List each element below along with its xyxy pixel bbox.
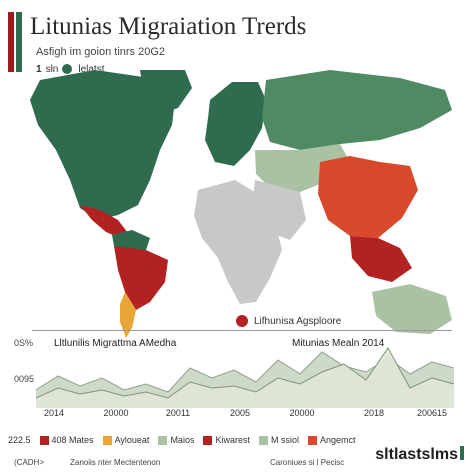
region-south-america-south — [120, 292, 136, 338]
legend-swatch-icon — [158, 435, 168, 445]
legend-prefix: 222.5 — [8, 435, 31, 445]
flag-stripe-green — [16, 12, 22, 72]
legend-swatch-icon — [307, 435, 317, 445]
region-greenland — [140, 70, 192, 114]
region-africa — [194, 180, 282, 304]
legend-item-label: Maios — [170, 435, 195, 445]
region-europe — [205, 82, 266, 166]
legend-item: Maios — [158, 435, 194, 445]
x-tick-label: 2018 — [363, 408, 385, 418]
x-tick-label: 2005 — [229, 408, 251, 418]
brand-leaf-icon — [460, 446, 464, 460]
footer-left: (CADH> — [14, 458, 45, 467]
chart-x-axis: 2014 20000 20011 2005 20000 2018 200615 — [36, 408, 454, 422]
legend-item: Angemct — [307, 435, 356, 445]
panel-divider — [32, 330, 452, 331]
flag-stripe-red — [8, 12, 14, 72]
area-chart — [36, 347, 454, 408]
page-subtitle: Asfigh im goion tinrs 20G2 — [36, 46, 166, 58]
chart-y-mid-label: 0095 — [14, 374, 35, 384]
chart-y-top-label: 0S% — [14, 338, 34, 348]
legend-swatch-icon — [102, 435, 112, 445]
region-australia — [372, 284, 452, 334]
map-callout: Lifhunisa Agsploore — [236, 314, 341, 328]
legend-item: Ayloueat — [102, 435, 150, 445]
legend-item-label: Angemct — [319, 435, 356, 445]
legend-swatch-icon — [258, 435, 268, 445]
footer-center: Zanoiis nter Mectentenon — [70, 458, 161, 467]
callout-red-dot-icon — [236, 315, 248, 327]
brand-text: sltlastslms — [375, 446, 458, 463]
chart-series-line — [36, 347, 454, 399]
region-russia — [262, 70, 452, 150]
map-callout-label: Lifhunisa Agsploore — [254, 315, 342, 327]
legend-item-label: Kiwarest — [215, 435, 250, 445]
x-tick-label: 200615 — [416, 408, 448, 418]
legend-item-label: Ayloueat — [114, 435, 150, 445]
region-south-america-mid — [114, 246, 168, 310]
legend-item: 408 Mates — [39, 435, 94, 445]
region-south-east-asia — [350, 236, 412, 282]
legend-swatch-icon — [39, 435, 49, 445]
legend-item: Kiwarest — [203, 435, 250, 445]
region-south-america-north — [112, 230, 150, 252]
legend-item-label: M ssiol — [270, 435, 299, 445]
mini-legend-num: 1 — [36, 63, 42, 75]
x-tick-label: 2014 — [43, 408, 65, 418]
mini-legend-green-dot-icon — [62, 64, 73, 74]
world-map — [30, 70, 452, 338]
legend-swatch-icon — [203, 435, 213, 445]
region-china — [318, 156, 418, 238]
chart-title-right: Mitunias Mealn 2014 — [292, 338, 385, 349]
chart-title-left: Lltlunilis Migrattma AMedha — [54, 338, 177, 349]
x-tick-label: 20000 — [289, 408, 315, 418]
legend: 222.5 408 Mates Ayloueat Maios Kiwarest … — [8, 432, 468, 448]
mini-legend-label: sln — [45, 63, 59, 75]
footer-right: Caroniues si l Pecisc — [270, 458, 345, 467]
x-tick-label: 20000 — [103, 408, 129, 418]
legend-item: M ssiol — [258, 435, 299, 445]
mini-legend: 1 sln lelatst — [36, 62, 104, 76]
legend-item-label: 408 Mates — [51, 435, 94, 445]
brand-logo: sltlastslms — [375, 446, 464, 464]
region-central-america — [80, 205, 128, 238]
region-north-america — [30, 70, 175, 220]
page-title: Litunias Migraiation Trerds — [30, 13, 307, 40]
mini-legend-label2: lelatst — [78, 63, 105, 75]
x-tick-label: 20011 — [165, 408, 191, 418]
